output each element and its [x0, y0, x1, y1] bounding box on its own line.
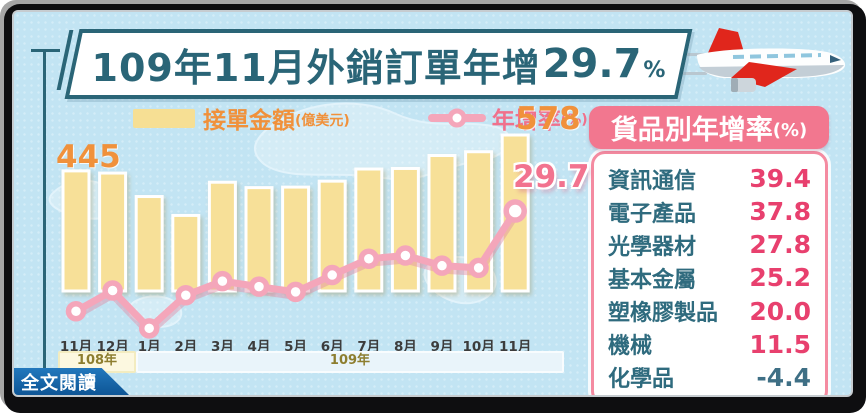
- line-legend-label: 年增率: [491, 108, 561, 134]
- title-banner: 109年11月外銷訂單年增 29.7 %: [64, 29, 693, 99]
- bar-legend-unit: (億美元): [295, 113, 350, 129]
- line-legend-unit: (%): [560, 112, 588, 128]
- line-point: [65, 300, 87, 322]
- line-value-last: 29.7: [513, 159, 590, 195]
- table-row: 電子產品 37.8: [608, 196, 811, 228]
- category-value: 11.5: [749, 329, 811, 359]
- bar: [281, 185, 311, 293]
- line-point: [321, 264, 343, 286]
- chart-legend: 接單金額 (億美元) 年增率 (%): [133, 105, 588, 134]
- speed-line: [659, 72, 707, 75]
- line-point: [138, 318, 160, 339]
- bar: [354, 167, 384, 293]
- title-percent-sign: %: [643, 57, 666, 83]
- combo-chart: [61, 133, 530, 339]
- category-value: 37.8: [749, 197, 811, 227]
- bar-legend-label: 接單金額: [203, 108, 295, 134]
- line-point: [468, 257, 489, 279]
- category-value: 27.8: [749, 230, 811, 260]
- canvas: 109年11月外銷訂單年增 29.7 % 接單金額 (億美元: [12, 10, 853, 397]
- bar-legend-swatch: [133, 108, 195, 128]
- bar: [390, 166, 420, 293]
- line-point: [212, 270, 233, 292]
- line-legend-dot: [447, 108, 467, 128]
- line-point: [431, 255, 453, 276]
- line-point: [395, 245, 416, 266]
- bar: [98, 171, 128, 293]
- line-point: [503, 199, 527, 223]
- read-more-label: 全文閱讀: [21, 373, 97, 394]
- bar: [134, 195, 164, 293]
- category-value: 20.0: [749, 296, 811, 326]
- table-row: 資訊通信 39.4: [608, 163, 811, 195]
- year-band: 109年: [136, 351, 564, 373]
- bar: [61, 169, 91, 293]
- category-label: 化學品: [608, 367, 675, 393]
- line-point: [285, 281, 306, 303]
- decorative-line-vertical: [43, 49, 46, 369]
- bar: [171, 213, 201, 293]
- side-panel-title-text: 貨品別年增率: [610, 115, 773, 146]
- category-label: 光學器材: [608, 234, 697, 260]
- table-row: 塑橡膠製品 20.0: [608, 295, 811, 327]
- line-point: [358, 248, 380, 270]
- bar-value-last: 578: [516, 101, 581, 137]
- category-value: 39.4: [749, 164, 811, 194]
- year-band: 108年: [58, 351, 136, 373]
- table-row: 化學品 -4.4: [608, 361, 811, 393]
- category-value: 25.2: [749, 263, 811, 293]
- table-row: 機械 11.5: [608, 328, 811, 360]
- bar-value-first: 445: [56, 139, 121, 175]
- table-row: 光學器材 27.8: [608, 229, 811, 261]
- category-value: -4.4: [756, 362, 811, 392]
- page-title: 109年11月外銷訂單年增: [91, 45, 541, 90]
- category-label: 資訊通信: [608, 168, 697, 194]
- line-point: [175, 284, 197, 306]
- side-panel-title-unit: (%): [772, 119, 808, 141]
- category-label: 機械: [608, 334, 653, 360]
- side-panel-title: 貨品別年增率 (%): [589, 106, 829, 149]
- line-point: [248, 276, 270, 297]
- read-more-button[interactable]: 全文閱讀: [14, 368, 130, 395]
- category-growth-table: 資訊通信 39.4 電子產品 37.8 光學器材 27.8 基本金屬 25.2 塑橡膠製品 20.…: [591, 151, 828, 395]
- growth-line-series: [65, 199, 527, 339]
- title-growth-value: 29.7: [542, 41, 642, 87]
- line-legend-icon: [427, 108, 486, 128]
- category-label: 基本金屬: [608, 267, 697, 293]
- airplane-icon: [697, 28, 846, 92]
- bar: [244, 186, 274, 293]
- category-label: 塑橡膠製品: [608, 301, 719, 327]
- speed-line: [659, 53, 731, 56]
- outer-frame: 109年11月外銷訂單年增 29.7 % 接單金額 (億美元: [4, 4, 866, 413]
- table-row: 基本金屬 25.2: [608, 262, 811, 294]
- line-point: [102, 280, 123, 301]
- category-label: 電子產品: [608, 201, 697, 227]
